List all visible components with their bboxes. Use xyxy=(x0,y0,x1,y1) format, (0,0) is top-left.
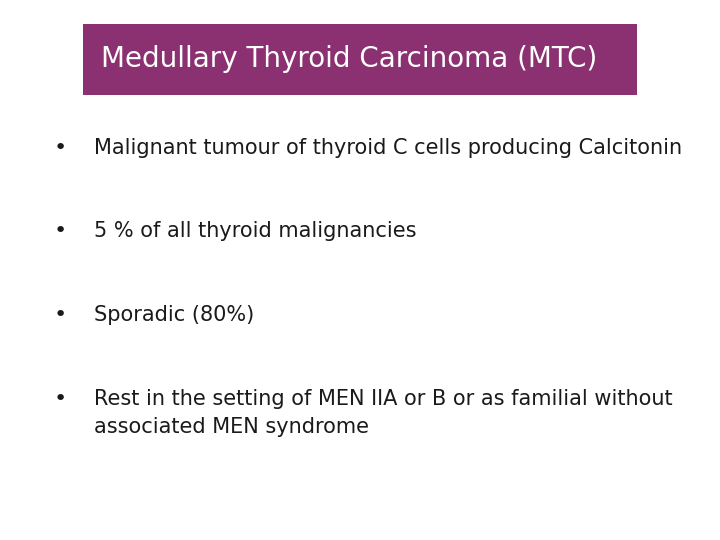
Text: •: • xyxy=(54,138,67,158)
Text: Sporadic (80%): Sporadic (80%) xyxy=(94,305,254,325)
Text: Malignant tumour of thyroid C cells producing Calcitonin: Malignant tumour of thyroid C cells prod… xyxy=(94,138,682,158)
Text: •: • xyxy=(54,221,67,241)
Text: Rest in the setting of MEN IIA or B or as familial without
associated MEN syndro: Rest in the setting of MEN IIA or B or a… xyxy=(94,389,672,437)
Text: •: • xyxy=(54,305,67,325)
Text: Medullary Thyroid Carcinoma (MTC): Medullary Thyroid Carcinoma (MTC) xyxy=(101,45,597,73)
Text: •: • xyxy=(54,389,67,409)
FancyBboxPatch shape xyxy=(83,24,637,94)
Text: 5 % of all thyroid malignancies: 5 % of all thyroid malignancies xyxy=(94,221,416,241)
